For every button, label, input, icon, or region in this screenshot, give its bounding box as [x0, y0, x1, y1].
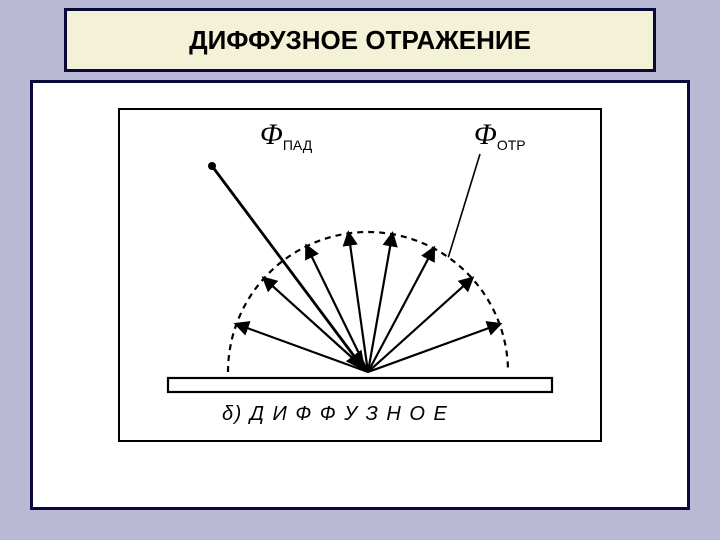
title-band: ДИФФУЗНОЕ ОТРАЖЕНИЕ: [64, 8, 656, 72]
diffuse-reflection-diagram: ΦПАД ΦОТР δ) Д И Ф Ф У З Н О Е: [120, 110, 600, 440]
svg-text:ΦПАД: ΦПАД: [260, 118, 313, 153]
slide: ДИФФУЗНОЕ ОТРАЖЕНИЕ ΦПАД ΦОТР δ) Д И Ф Ф У…: [0, 0, 720, 540]
svg-text:ΦОТР: ΦОТР: [474, 118, 526, 153]
svg-text:δ) Д И Ф Ф У З Н О Е: δ) Д И Ф Ф У З Н О Е: [222, 403, 448, 425]
title-text: ДИФФУЗНОЕ ОТРАЖЕНИЕ: [189, 25, 531, 56]
